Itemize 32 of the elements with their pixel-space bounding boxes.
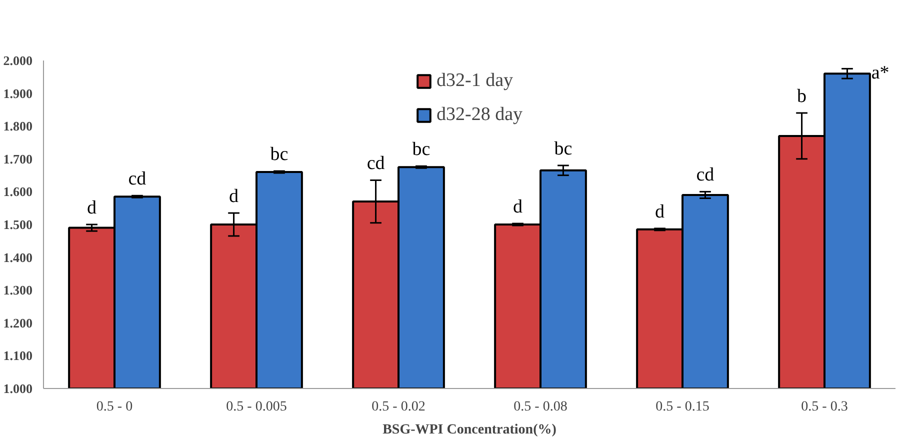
y-tick-label: 1.500 (3, 217, 32, 232)
data-label: d (87, 198, 98, 218)
data-label: d (655, 201, 666, 222)
data-label: a* (871, 62, 890, 84)
x-tick-label: 0.5 - 0.15 (656, 400, 710, 414)
y-tick-label: 1.000 (3, 381, 32, 396)
x-tick-label: 0.5 - 0.3 (801, 400, 848, 414)
data-label: bc (554, 138, 572, 160)
data-label: cd (696, 164, 715, 186)
x-tick-label: 0.5 - 0.02 (372, 400, 426, 414)
y-tick-label: 1.700 (3, 151, 32, 166)
data-label: d (229, 186, 240, 208)
y-tick-label: 1.800 (3, 118, 32, 134)
x-tick-label: 0.5 - 0.08 (514, 400, 568, 414)
data-label: d (513, 196, 524, 218)
y-tick-label: 2.000 (3, 53, 32, 68)
data-label: b (797, 86, 807, 107)
y-tick-label: 1.300 (3, 282, 32, 298)
data-label: bc (412, 139, 430, 160)
y-tick-label: 1.900 (3, 86, 32, 101)
y-tick-label: 1.100 (3, 348, 32, 364)
data-label: cd (366, 153, 386, 174)
x-tick-label: 0.5 - 0 (96, 400, 133, 414)
legend-label: d32-28 day (436, 104, 523, 126)
x-axis-title: BSG-WPI Concentration(%) (382, 422, 557, 438)
data-label: bc (270, 144, 288, 166)
data-label: cd (128, 168, 147, 190)
x-tick-label: 0.5 - 0.005 (226, 400, 287, 414)
y-tick-label: 1.400 (3, 250, 32, 265)
y-tick-label: 1.200 (3, 315, 32, 330)
y-tick-label: 1.600 (3, 184, 32, 200)
legend-label: d32-1 day (436, 70, 514, 92)
